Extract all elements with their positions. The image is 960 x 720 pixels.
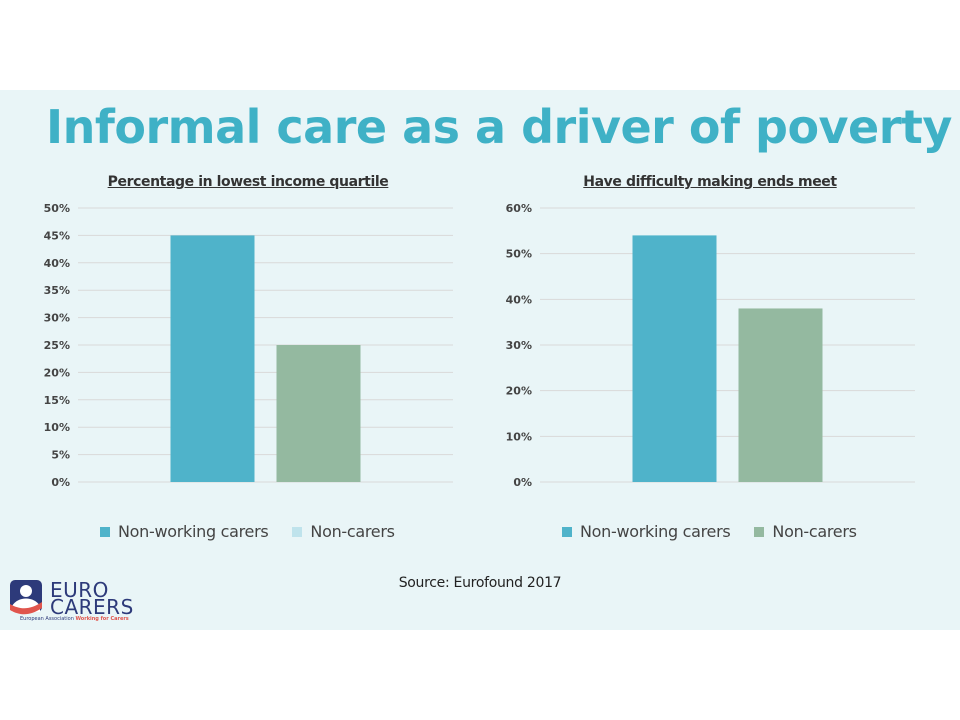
y-tick-label: 40%: [44, 257, 70, 270]
y-tick-label: 40%: [506, 293, 532, 306]
bar-non-working-carers: [632, 235, 717, 482]
y-tick-label: 15%: [44, 394, 70, 407]
income-quartile-plot: 0% 5% 10% 15% 20% 25% 30% 35% 40% 45% 50%: [44, 202, 453, 489]
legend-label: Non-working carers: [118, 522, 269, 541]
y-tick-label: 50%: [44, 202, 70, 215]
legend-swatch: [754, 526, 765, 537]
bar-non-carers: [276, 345, 361, 482]
bar-non-carers: [738, 308, 823, 482]
logo-text-euro: EURO: [50, 578, 109, 602]
legend-label: Non-carers: [772, 522, 857, 541]
y-tick-label: 10%: [506, 430, 532, 443]
y-tick-label: 30%: [44, 312, 70, 325]
y-tick-label: 0%: [51, 476, 70, 489]
y-tick-label: 20%: [506, 385, 532, 398]
eurocarers-logo: EURO CARERS European Association Working…: [10, 580, 170, 624]
legend-item: Non-working carers: [100, 522, 269, 541]
ends-meet-plot: 0% 10% 20% 30% 40% 50% 60%: [506, 202, 915, 489]
logo-text-carers: CARERS: [50, 595, 134, 619]
logo-tagline-a: European Association: [20, 616, 74, 622]
source-note: Source: Eurofound 2017: [398, 575, 562, 591]
logo-tagline-b: Working for Carers: [75, 616, 129, 622]
logo-tagline: European Association Working for Carers: [20, 616, 129, 622]
logo-figure-icon: [10, 580, 42, 615]
legend-swatch: [292, 526, 303, 537]
y-tick-label: 50%: [506, 248, 532, 261]
bar-non-working-carers: [170, 235, 255, 482]
legend-item: Non-carers: [292, 522, 395, 541]
slide-title: Informal care as a driver of poverty: [46, 100, 952, 154]
legend-label: Non-carers: [310, 522, 395, 541]
y-tick-label: 35%: [44, 284, 70, 297]
legend-item: Non-carers: [754, 522, 857, 541]
y-tick-label: 30%: [506, 339, 532, 352]
ends-meet-legend: Non-working carers Non-carers: [562, 522, 857, 541]
income-quartile-chart: Percentage in lowest income quartile 0% 5…: [28, 172, 468, 489]
y-tick-label: 25%: [44, 339, 70, 352]
y-tick-label: 20%: [44, 366, 70, 379]
chart-title: Percentage in lowest income quartile: [107, 174, 389, 190]
legend-item: Non-working carers: [562, 522, 731, 541]
ends-meet-chart: Have difficulty making ends meet 0% 10% 20…: [490, 172, 930, 489]
legend-swatch: [100, 526, 110, 537]
y-tick-label: 45%: [44, 229, 70, 242]
y-tick-label: 60%: [506, 202, 532, 215]
y-tick-label: 5%: [51, 449, 70, 462]
chart-title: Have difficulty making ends meet: [583, 174, 837, 190]
income-quartile-legend: Non-working carers Non-carers: [100, 522, 395, 541]
legend-swatch: [562, 526, 572, 537]
y-tick-label: 0%: [513, 476, 532, 489]
y-tick-label: 10%: [44, 421, 70, 434]
legend-label: Non-working carers: [580, 522, 731, 541]
